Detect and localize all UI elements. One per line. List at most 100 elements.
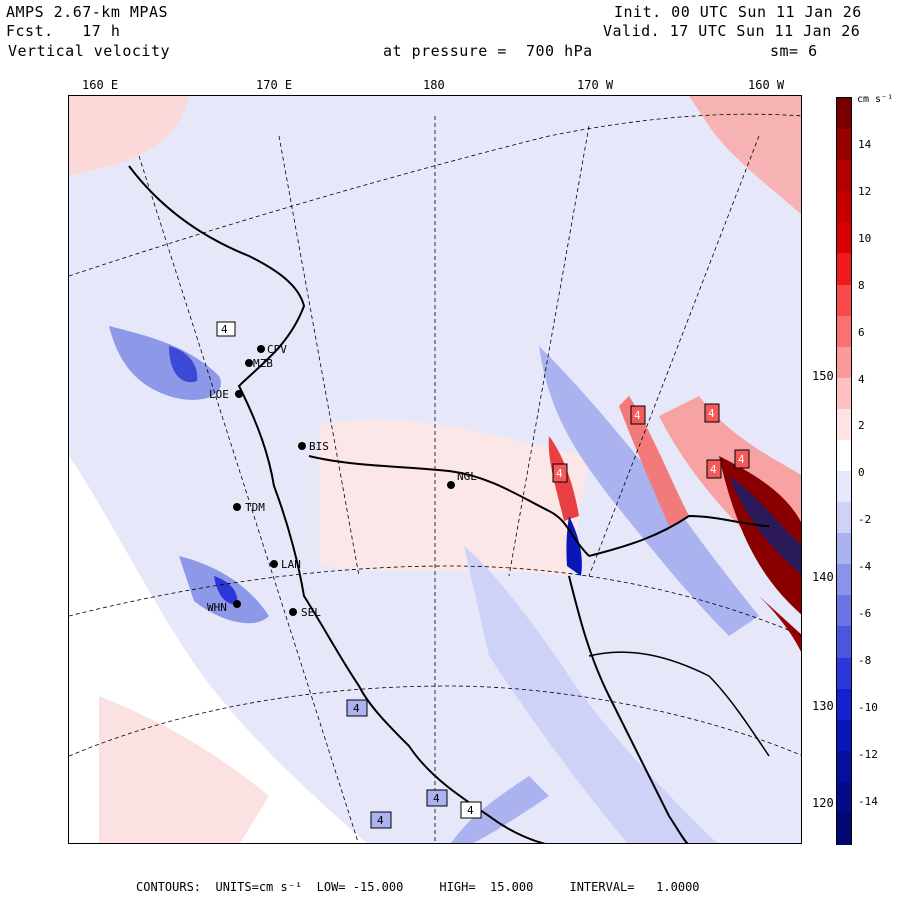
colorbar-segment <box>837 595 851 627</box>
colorbar-tick-label: -2 <box>858 513 872 527</box>
field-name: Vertical velocity <box>8 42 171 60</box>
colorbar-tick-label: 4 <box>858 372 865 386</box>
colorbar-segment <box>837 812 851 845</box>
colorbar-tick-label: -4 <box>858 560 872 574</box>
colorbar-segment <box>837 284 851 317</box>
colorbar-segment <box>837 346 851 379</box>
colorbar-tick-label: 14 <box>858 138 872 151</box>
contour-label-10: 4 <box>377 814 384 827</box>
contour-label-box-10 <box>370 811 392 829</box>
contour-label-box-4 <box>552 463 568 483</box>
positive-anomaly-central <box>319 419 589 576</box>
contour-label-1: 4 <box>221 323 228 336</box>
colorbar-tick-label: -12 <box>858 747 878 761</box>
colorbar-segment <box>837 129 851 161</box>
colorbar-tick-label: 12 <box>858 184 872 198</box>
colorbar-segment <box>837 471 851 503</box>
colorbar-tick-label: 8 <box>858 278 865 292</box>
contour-label-2: 4 <box>634 409 641 422</box>
negative-band-south <box>464 546 717 843</box>
colorbar <box>836 97 852 845</box>
colorbar-segment <box>837 564 851 596</box>
contour-label-4: 4 <box>556 467 563 480</box>
colorbar-segment <box>837 719 851 752</box>
colorbar-segment <box>837 191 851 223</box>
positive-anomaly-shelf <box>99 696 269 843</box>
grounding-line <box>568 575 689 843</box>
colorbar-segment <box>837 502 851 534</box>
colorbar-tick-label: -8 <box>858 653 872 667</box>
station-dot-tdm <box>233 503 241 511</box>
contour-label-boxes: 4 4 4 4 4 4 4 4 4 4 <box>216 321 750 829</box>
positive-anomaly-ne <box>689 96 801 215</box>
contour-label-box-1 <box>216 321 236 337</box>
map-panel[interactable]: 4 4 4 4 4 4 4 4 4 4 CPV MZB LOE <box>68 95 802 844</box>
colorbar-segment <box>837 626 851 659</box>
contour-label-6: 4 <box>738 453 745 466</box>
colorbar-tick-label: -14 <box>858 794 878 808</box>
colorbar-segment <box>837 160 851 192</box>
colorbar-segment <box>837 315 851 348</box>
colorbar-segment <box>837 253 851 286</box>
station-dot-cpv <box>257 345 265 353</box>
contour-label-9: 4 <box>467 804 474 817</box>
contour-label-box-2 <box>630 405 646 425</box>
coastline-west <box>128 165 546 843</box>
station-label-whn: WHN <box>207 601 227 614</box>
colorbar-tick-label: -6 <box>858 607 872 620</box>
lon-label-160e: 160 E <box>82 78 119 92</box>
contour-label-box-7 <box>346 699 368 717</box>
station-label-sel: SEL <box>301 606 321 619</box>
colorbar-units: cm s⁻¹ <box>857 94 894 105</box>
station-label-ngl: NGL <box>457 470 477 483</box>
contour-label-box-5 <box>706 459 722 479</box>
station-label-mzb: MZB <box>253 357 273 370</box>
station-label-lan: LAN <box>281 558 301 571</box>
station-dot-lan <box>270 560 278 568</box>
smoothing-value: sm= 6 <box>770 42 818 60</box>
lon-label-160w: 160 W <box>748 78 785 92</box>
model-title: AMPS 2.67-km MPAS <box>6 3 169 21</box>
station-dot-whn <box>233 600 241 608</box>
lon-label-180: 180 <box>423 78 445 92</box>
colorbar-segment <box>837 657 851 690</box>
contour-info-footer: CONTOURS: UNITS=cm s⁻¹ LOW= -15.000 HIGH… <box>136 880 700 894</box>
station-label-cpv: CPV <box>267 343 287 356</box>
pressure-level: at pressure = 700 hPa <box>383 42 593 60</box>
station-dot-bis <box>298 442 306 450</box>
vertical-velocity-map: 4 4 4 4 4 4 4 4 4 4 CPV MZB LOE <box>69 96 801 843</box>
contour-label-box-9 <box>460 801 482 819</box>
contour-label-box-3 <box>704 403 720 423</box>
contour-label-box-8 <box>426 789 448 807</box>
negative-band-east <box>539 346 759 636</box>
station-dot-loe <box>235 390 243 398</box>
forecast-hour: Fcst. 17 h <box>6 22 121 40</box>
colorbar-segment <box>837 439 851 472</box>
contour-label-8: 4 <box>433 792 440 805</box>
contour-label-7: 4 <box>353 702 360 715</box>
station-markers: CPV MZB LOE BIS NGL TDM LAN WHN SEL <box>207 343 477 619</box>
colorbar-segment <box>837 222 851 254</box>
colorbar-tick-label: 2 <box>858 419 865 433</box>
station-label-loe: LOE <box>209 388 229 401</box>
valid-time: Valid. 17 UTC Sun 11 Jan 26 <box>603 22 861 40</box>
colorbar-segment <box>837 98 851 130</box>
coastline-east <box>588 514 770 557</box>
station-label-tdm: TDM <box>245 501 265 514</box>
station-dot-mzb <box>245 359 253 367</box>
station-dot-ngl <box>447 481 455 489</box>
graticule <box>69 113 801 843</box>
lon-label-170w: 170 W <box>577 78 614 92</box>
colorbar-segment <box>837 377 851 410</box>
colorbar-segment <box>837 688 851 721</box>
colorbar-segment <box>837 408 851 441</box>
colorbar-tick-label: 10 <box>858 231 872 245</box>
colorbar-tick-label: 6 <box>858 325 865 339</box>
init-time: Init. 00 UTC Sun 11 Jan 26 <box>614 3 862 21</box>
contour-label-3: 4 <box>708 407 715 420</box>
lon-label-170e: 170 E <box>256 78 293 92</box>
colorbar-segment <box>837 781 851 814</box>
colorbar-tick-label: 0 <box>858 466 865 480</box>
station-dot-sel <box>289 608 297 616</box>
station-label-bis: BIS <box>309 440 329 453</box>
